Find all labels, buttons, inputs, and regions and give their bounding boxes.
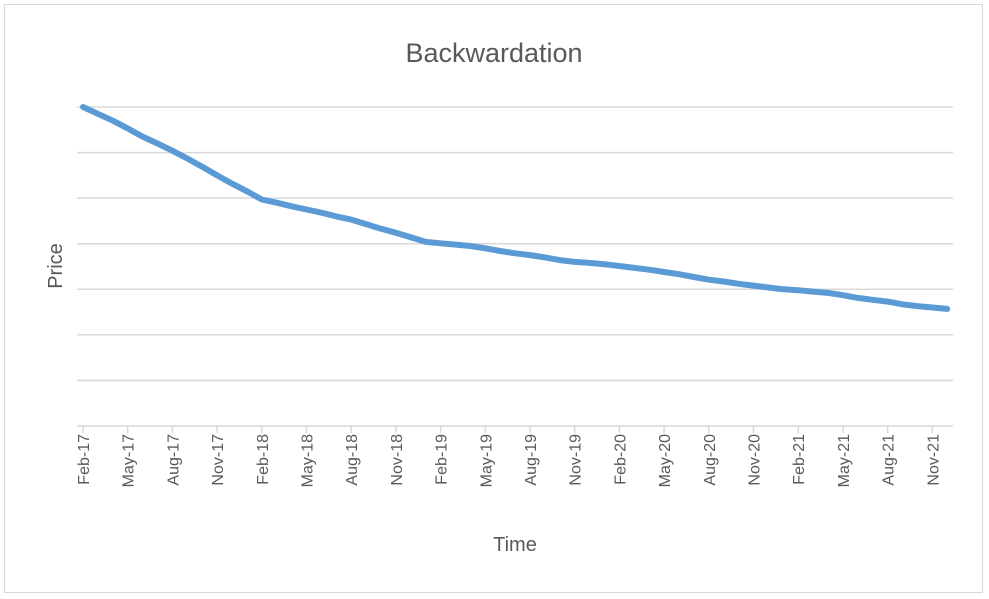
x-tick-label: Aug-18 [344,434,361,486]
x-axis-title: Time [493,534,537,556]
x-axis-ticks [82,426,934,433]
chart-area [4,4,983,593]
gridlines [77,106,953,382]
x-tick-label: May-21 [836,434,853,487]
x-axis-tick-labels: Feb-17 May-17 Aug-17 Nov-17 Feb-18 May-18 Aug-… [76,434,942,487]
x-tick-label: Aug-21 [881,434,898,486]
x-tick-label: Feb-19 [434,434,451,485]
x-tick-label: May-19 [478,434,495,487]
x-tick-label: Nov-21 [925,434,942,486]
x-tick-label: May-17 [121,434,138,487]
series-group [80,104,951,312]
y-axis-title: Price [45,243,67,289]
x-tick-label: Aug-19 [523,434,540,486]
x-tick-label: Nov-20 [747,434,764,486]
x-tick-label: Feb-20 [612,434,629,485]
x-tick-label: Nov-17 [210,434,227,486]
x-tick-label: May-20 [657,434,674,487]
x-tick-label: Feb-21 [791,434,808,485]
x-tick-label: May-18 [300,434,317,487]
x-tick-label: Feb-17 [76,434,93,485]
chart-title: Backwardation [405,38,582,68]
series-line [80,104,951,312]
x-tick-label: Feb-18 [255,434,272,485]
x-tick-label: Nov-18 [389,434,406,486]
x-tick-label: Nov-19 [568,434,585,486]
x-tick-label: Aug-17 [165,434,182,486]
x-tick-label: Aug-20 [702,434,719,486]
